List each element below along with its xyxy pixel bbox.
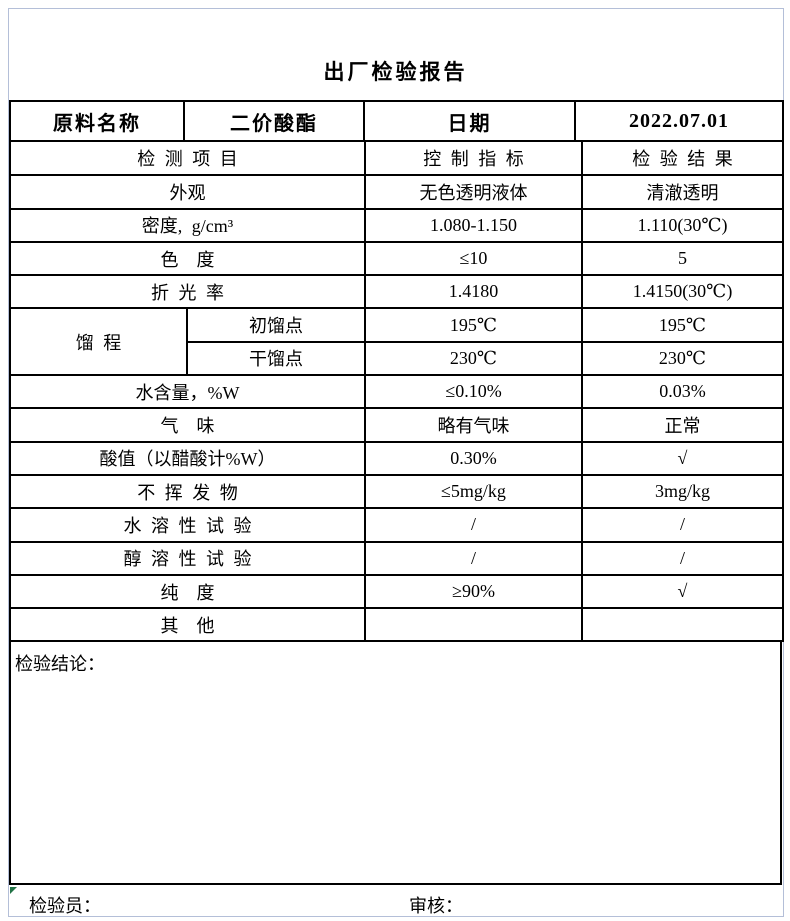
item-cell: 纯 度 — [9, 573, 366, 610]
spec-cell: ≥90% — [364, 573, 583, 610]
table-row-distillation-initial: 馏 程 初馏点 195℃ 195℃ — [9, 307, 784, 377]
conclusion-label: 检验结论： — [15, 654, 105, 675]
result-cell: 1.110(30℃) — [581, 207, 784, 243]
header-row: 原料名称 二价酸酯 日期 2022.07.01 — [9, 100, 784, 142]
spec-cell: 1.4180 — [364, 274, 583, 310]
header-material-label-cell: 原料名称 — [9, 100, 185, 142]
result-cell: 1.4150(30℃) — [581, 274, 784, 310]
table-row: 其 他 — [9, 607, 784, 643]
header-table: 原料名称 二价酸酯 日期 2022.07.01 — [9, 100, 784, 142]
table-row: 水含量，%W ≤0.10% 0.03% — [9, 374, 784, 410]
cell-flag-triangle-icon — [10, 887, 17, 895]
item-cell: 干馏点 — [186, 340, 366, 377]
table-row: 水 溶 性 试 验 / / — [9, 507, 784, 543]
result-cell: 0.03% — [581, 374, 784, 410]
result-cell: 5 — [581, 240, 784, 277]
item-cell: 醇 溶 性 试 验 — [9, 540, 366, 576]
table-row: 纯 度 ≥90% √ — [9, 573, 784, 610]
table-row-distillation-dry: 干馏点 230℃ 230℃ — [10, 340, 784, 377]
report-content: 出厂检验报告 原料名称 二价酸酯 日期 2022.07.01 检 测 项 目 控… — [9, 8, 784, 919]
item-cell: 折 光 率 — [9, 274, 366, 310]
item-cell: 酸值（以醋酸计%W） — [9, 440, 366, 476]
table-subheader-row: 检 测 项 目 控 制 指 标 检 验 结 果 — [9, 142, 784, 177]
table-row: 酸值（以醋酸计%W） 0.30% √ — [9, 440, 784, 476]
result-cell: 清澈透明 — [581, 174, 784, 210]
item-cell: 外观 — [9, 174, 366, 210]
result-cell: 3mg/kg — [581, 473, 784, 510]
table-row: 密度, g/cm³ 1.080-1.150 1.110(30℃) — [9, 207, 784, 243]
result-cell: 正常 — [581, 407, 784, 443]
item-cell: 不 挥 发 物 — [9, 473, 366, 510]
item-cell: 气 味 — [9, 407, 366, 443]
spec-cell: ≤0.10% — [364, 374, 583, 410]
table-row: 色 度 ≤10 5 — [9, 240, 784, 277]
header-date-label-cell: 日期 — [363, 100, 576, 142]
item-cell: 色 度 — [9, 240, 366, 277]
spec-cell: ≤5mg/kg — [364, 473, 583, 510]
header-material-value-cell: 二价酸酯 — [183, 100, 365, 142]
spec-cell: 230℃ — [364, 340, 583, 377]
table-row: 折 光 率 1.4180 1.4150(30℃) — [9, 274, 784, 310]
result-cell: 195℃ — [581, 307, 784, 343]
item-cell: 水含量，%W — [9, 374, 366, 410]
spec-cell: 195℃ — [364, 307, 583, 343]
spec-cell: 无色透明液体 — [364, 174, 583, 210]
inspector-label: 检验员： — [29, 896, 101, 917]
page-title: 出厂检验报告 — [323, 60, 468, 84]
result-cell — [581, 607, 784, 643]
item-header-cell: 检 测 项 目 — [9, 142, 366, 177]
sheet-gridline-frame — [8, 8, 784, 917]
item-cell: 密度, g/cm³ — [9, 207, 366, 243]
result-cell: / — [581, 507, 784, 543]
spec-cell: 0.30% — [364, 440, 583, 476]
item-cell: 初馏点 — [186, 307, 366, 343]
spec-header-cell: 控 制 指 标 — [364, 142, 583, 177]
spec-cell: ≤10 — [364, 240, 583, 277]
distillation-group-cell: 馏 程 — [9, 307, 188, 377]
reviewer-label: 审核： — [409, 896, 463, 917]
item-cell: 其 他 — [9, 607, 366, 643]
spec-cell: 略有气味 — [364, 407, 583, 443]
signature-row: 检验员： 审核： — [9, 885, 782, 919]
header-date-value-cell: 2022.07.01 — [574, 100, 784, 142]
inspection-table: 检 测 项 目 控 制 指 标 检 验 结 果 外观 无色透明液体 清澈透明 密… — [9, 142, 784, 643]
conclusion-box: 检验结论： — [9, 642, 782, 886]
result-cell: √ — [581, 440, 784, 476]
spec-cell: / — [364, 540, 583, 576]
result-cell: 230℃ — [581, 340, 784, 377]
result-header-cell: 检 验 结 果 — [581, 142, 784, 177]
spec-cell: / — [364, 507, 583, 543]
spec-cell: 1.080-1.150 — [364, 207, 583, 243]
table-row: 不 挥 发 物 ≤5mg/kg 3mg/kg — [9, 473, 784, 510]
spec-cell — [364, 607, 583, 643]
result-cell: / — [581, 540, 784, 576]
table-row: 醇 溶 性 试 验 / / — [9, 540, 784, 576]
table-row: 气 味 略有气味 正常 — [9, 407, 784, 443]
result-cell: √ — [581, 573, 784, 610]
item-cell: 水 溶 性 试 验 — [9, 507, 366, 543]
table-row: 外观 无色透明液体 清澈透明 — [9, 174, 784, 210]
